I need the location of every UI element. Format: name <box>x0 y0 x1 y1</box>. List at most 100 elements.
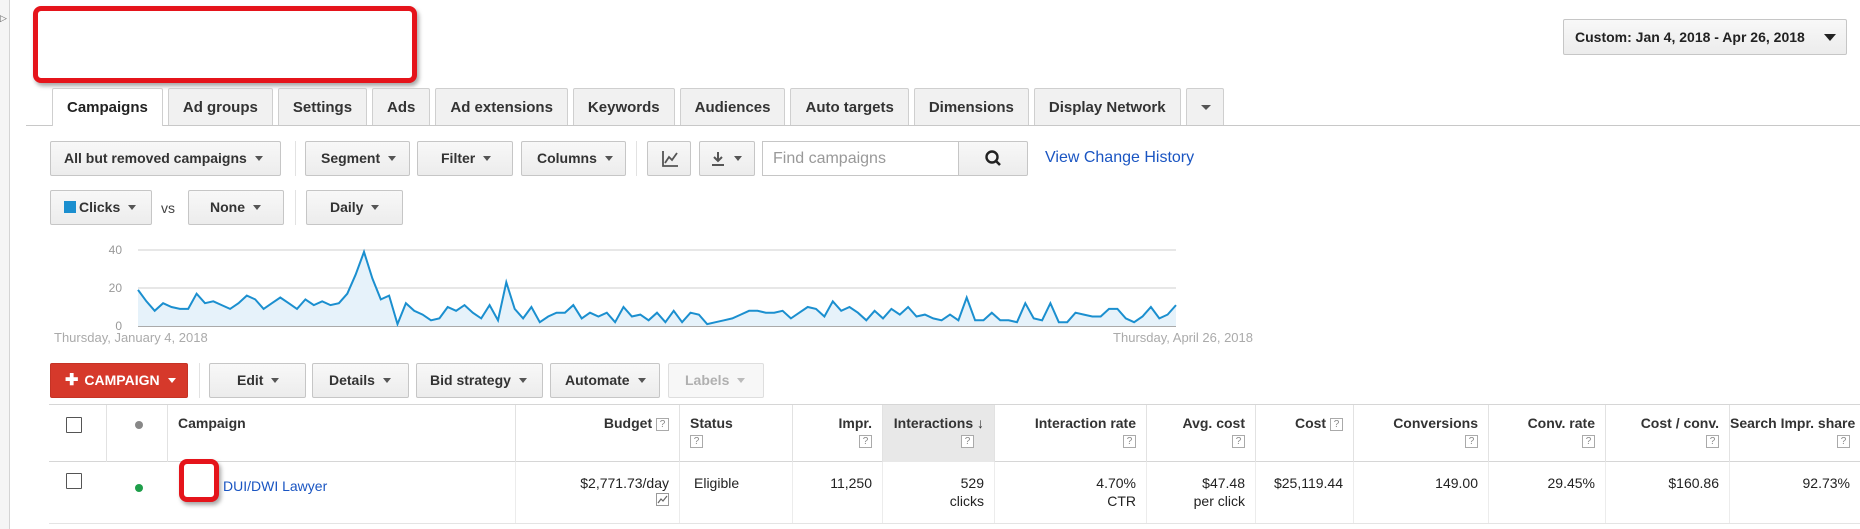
automate-label: Automate <box>565 372 630 388</box>
status-column-header[interactable]: Status ? <box>680 405 793 462</box>
chart-granularity-dropdown[interactable]: Daily <box>306 190 403 225</box>
chart-metric1-dropdown[interactable]: Clicks <box>50 190 152 225</box>
select-all-column <box>49 405 107 462</box>
conv-rate-value: 29.45% <box>1547 475 1595 491</box>
budget-column-header[interactable]: Budget ? <box>516 405 680 462</box>
cost-column-header[interactable]: Cost ? <box>1256 405 1354 462</box>
expand-arrow-icon[interactable]: ▷ <box>0 13 7 23</box>
help-icon[interactable]: ? <box>961 435 974 448</box>
cost-per-conv-column-label: Cost / conv. <box>1640 415 1719 431</box>
collapse-panel-strip[interactable]: ▷ <box>0 0 10 529</box>
cost-value: $25,119.44 <box>1273 475 1343 491</box>
impr-column-header[interactable]: Impr. ? <box>793 405 883 462</box>
select-all-checkbox[interactable] <box>66 417 82 433</box>
interactions-column-header[interactable]: Interactions ↓ ? <box>883 405 995 462</box>
edit-dropdown[interactable]: Edit <box>209 363 306 398</box>
budget-chart-icon[interactable] <box>516 493 669 509</box>
segment-label: Segment <box>321 150 381 166</box>
chevron-down-icon <box>382 377 391 383</box>
redacted-account-name <box>33 6 417 83</box>
avg-cost-column-header[interactable]: Avg. cost ? <box>1147 405 1256 462</box>
cost-per-conv-column-header[interactable]: Cost / conv. ? <box>1606 405 1730 462</box>
main-tabs: Campaigns Ad groups Settings Ads Ad exte… <box>52 88 1229 126</box>
status-dot-header-icon[interactable] <box>135 421 143 429</box>
interaction-rate-column-header[interactable]: Interaction rate ? <box>995 405 1147 462</box>
chevron-down-icon <box>253 204 261 210</box>
toggle-graph-button[interactable] <box>647 141 691 176</box>
more-tabs-button[interactable] <box>1185 88 1224 125</box>
bid-strategy-dropdown[interactable]: Bid strategy <box>416 363 543 398</box>
conversions-cell: 149.00 <box>1354 462 1489 523</box>
search-button[interactable] <box>958 141 1028 176</box>
help-icon[interactable]: ? <box>1706 435 1719 448</box>
tab-campaigns[interactable]: Campaigns <box>52 88 163 126</box>
campaign-column-header[interactable]: Campaign <box>168 405 516 462</box>
labels-dropdown[interactable]: Labels <box>668 363 764 398</box>
status-cell: Eligible <box>680 462 793 523</box>
details-dropdown[interactable]: Details <box>312 363 409 398</box>
cost-cell: $25,119.44 <box>1256 462 1354 523</box>
help-icon[interactable]: ? <box>859 435 872 448</box>
help-icon[interactable]: ? <box>690 435 703 448</box>
tab-display-network[interactable]: Display Network <box>1033 88 1181 125</box>
search-impr-share-value: 92.73% <box>1802 475 1850 491</box>
status-column-label: Status <box>690 415 733 431</box>
tab-auto-targets[interactable]: Auto targets <box>790 88 909 125</box>
add-campaign-button[interactable]: ✚ CAMPAIGN <box>50 363 188 398</box>
conv-rate-cell: 29.45% <box>1489 462 1606 523</box>
row-checkbox[interactable] <box>66 473 82 489</box>
labels-label: Labels <box>685 372 730 388</box>
interactions-cell: 529 clicks <box>883 462 995 523</box>
add-campaign-label: CAMPAIGN <box>84 372 160 388</box>
tab-dimensions[interactable]: Dimensions <box>913 88 1029 125</box>
search-impr-share-cell: 92.73% <box>1730 462 1860 523</box>
view-change-history-link[interactable]: View Change History <box>1045 149 1195 166</box>
help-icon[interactable]: ? <box>1330 418 1343 431</box>
chevron-down-icon <box>388 155 397 161</box>
tab-ads[interactable]: Ads <box>372 88 431 125</box>
help-icon[interactable]: ? <box>656 418 669 431</box>
columns-label: Columns <box>537 150 597 166</box>
clicks-series-area <box>138 251 1176 326</box>
date-range-selector[interactable]: Custom: Jan 4, 2018 - Apr 26, 2018 <box>1563 19 1847 55</box>
chevron-down-icon <box>167 377 176 383</box>
help-icon[interactable]: ? <box>1582 435 1595 448</box>
conv-rate-column-header[interactable]: Conv. rate ? <box>1489 405 1606 462</box>
search-input[interactable]: Find campaigns <box>762 141 959 176</box>
help-icon[interactable]: ? <box>1837 435 1850 448</box>
chart-metric1-label: Clicks <box>79 199 121 215</box>
help-icon[interactable]: ? <box>1465 435 1478 448</box>
tab-audiences[interactable]: Audiences <box>679 88 786 125</box>
columns-dropdown[interactable]: Columns <box>521 141 626 176</box>
campaign-status-filter-dropdown[interactable]: All but removed campaigns <box>50 141 281 176</box>
row-select-cell <box>49 462 107 523</box>
download-icon <box>712 152 724 166</box>
chevron-down-icon <box>254 155 263 161</box>
filter-dropdown[interactable]: Filter <box>417 141 513 176</box>
chart-metric2-dropdown[interactable]: None <box>188 190 284 225</box>
tab-ad-groups[interactable]: Ad groups <box>167 88 273 125</box>
chevron-down-icon <box>128 204 137 210</box>
help-icon[interactable]: ? <box>1123 435 1136 448</box>
tab-settings[interactable]: Settings <box>277 88 368 125</box>
chevron-down-icon <box>518 377 527 383</box>
conv-rate-column-label: Conv. rate <box>1527 415 1595 431</box>
search-impr-share-column-header[interactable]: Search Impr. share ? <box>1730 405 1860 462</box>
tab-ad-extensions[interactable]: Ad extensions <box>435 88 568 125</box>
budget-cell: $2,771.73/day <box>516 462 680 523</box>
table-header: Campaign Budget ? Status ? Impr. ? Inter… <box>49 404 1860 462</box>
segment-dropdown[interactable]: Segment <box>305 141 410 176</box>
chart-metric2-label: None <box>210 199 245 215</box>
filter-label: Filter <box>441 150 476 166</box>
help-icon[interactable]: ? <box>1232 435 1245 448</box>
avg-cost-cell: $47.48 per click <box>1147 462 1256 523</box>
conversions-column-header[interactable]: Conversions ? <box>1354 405 1489 462</box>
cost-per-conv-cell: $160.86 <box>1606 462 1730 523</box>
download-dropdown[interactable] <box>699 141 755 176</box>
status-dot-icon <box>135 484 143 492</box>
budget-value[interactable]: $2,771.73/day <box>580 475 669 491</box>
campaign-name-link[interactable]: DUI/DWI Lawyer <box>223 478 328 494</box>
conversions-column-label: Conversions <box>1393 415 1478 431</box>
tab-keywords[interactable]: Keywords <box>572 88 675 125</box>
automate-dropdown[interactable]: Automate <box>550 363 660 398</box>
